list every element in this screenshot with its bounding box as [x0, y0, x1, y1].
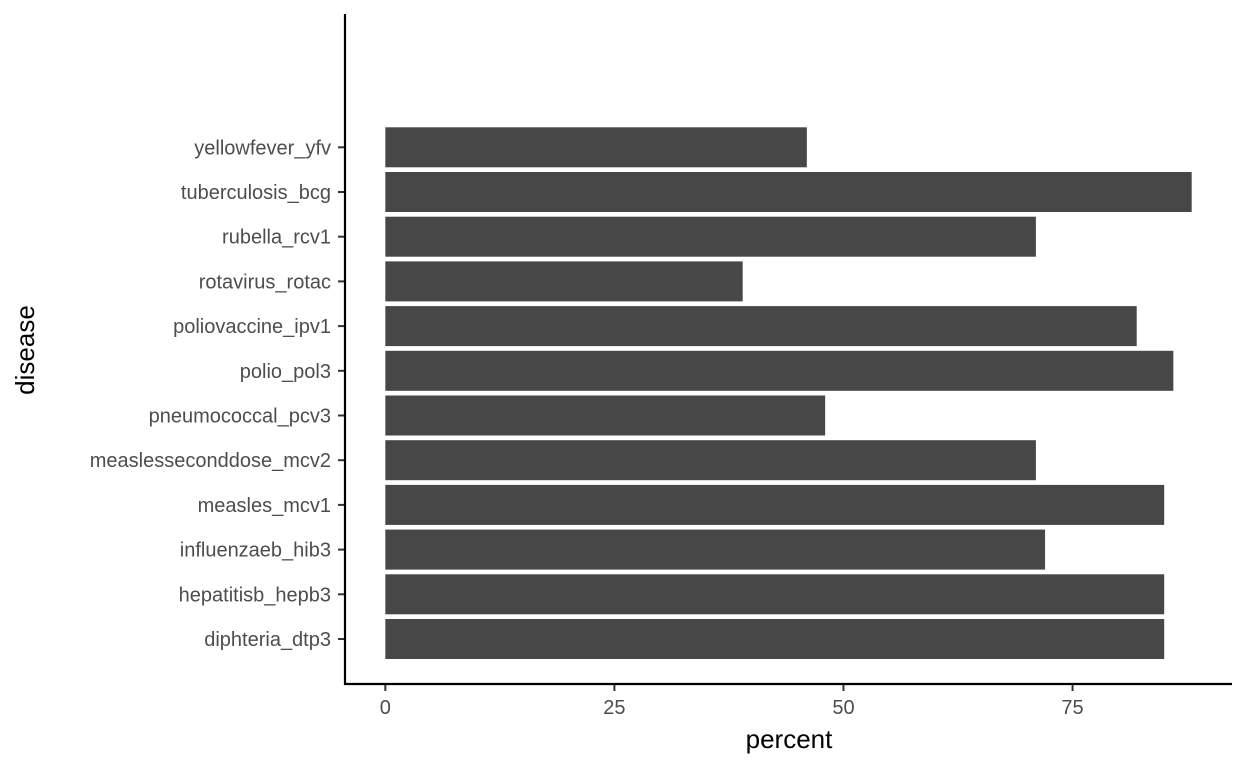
bar-yellowfever_yfv	[385, 127, 807, 168]
y-tick-label: diphteria_dtp3	[204, 629, 331, 651]
y-tick-label: poliovaccine_ipv1	[173, 316, 331, 338]
y-tick-label: influenzaeb_hib3	[180, 540, 331, 562]
y-tick-label: polio_pol3	[240, 361, 331, 383]
bar-hepatitisb_hepb3	[385, 574, 1165, 615]
bar-poliovaccine_ipv1	[385, 306, 1137, 347]
bar-rubella_rcv1	[385, 216, 1036, 257]
y-tick-label: hepatitisb_hepb3	[179, 584, 331, 606]
x-axis-ticks: 0 25 50 75	[380, 684, 1084, 719]
y-tick-label: rotavirus_rotac	[199, 271, 331, 293]
bar-measles_mcv1	[385, 484, 1165, 525]
y-tick-label: measles_mcv1	[198, 495, 331, 517]
x-axis-title: percent	[746, 724, 833, 754]
bar-rotavirus_rotac	[385, 261, 743, 302]
bar-influenzaeb_hib3	[385, 529, 1046, 570]
y-tick-label: yellowfever_yfv	[194, 137, 331, 159]
bar-measlesseconddose_mcv2	[385, 440, 1036, 481]
bars-group	[385, 127, 1192, 659]
bar-tuberculosis_bcg	[385, 172, 1192, 212]
x-tick-label: 0	[380, 697, 391, 719]
x-tick-label: 25	[603, 697, 625, 719]
y-tick-label: rubella_rcv1	[222, 227, 331, 249]
y-tick-label: pneumococcal_pcv3	[149, 406, 331, 428]
x-tick-label: 75	[1061, 697, 1083, 719]
x-tick-label: 50	[832, 697, 854, 719]
bar-diphteria_dtp3	[385, 619, 1165, 659]
y-tick-label: measlesseconddose_mcv2	[90, 450, 331, 472]
bar-pneumococcal_pcv3	[385, 395, 826, 436]
y-tick-label: tuberculosis_bcg	[181, 182, 331, 204]
y-axis-title: disease	[10, 305, 40, 395]
bar-polio_pol3	[385, 350, 1174, 391]
y-axis-ticks: diphteria_dtp3 hepatitisb_hepb3 influenzae…	[90, 137, 345, 651]
